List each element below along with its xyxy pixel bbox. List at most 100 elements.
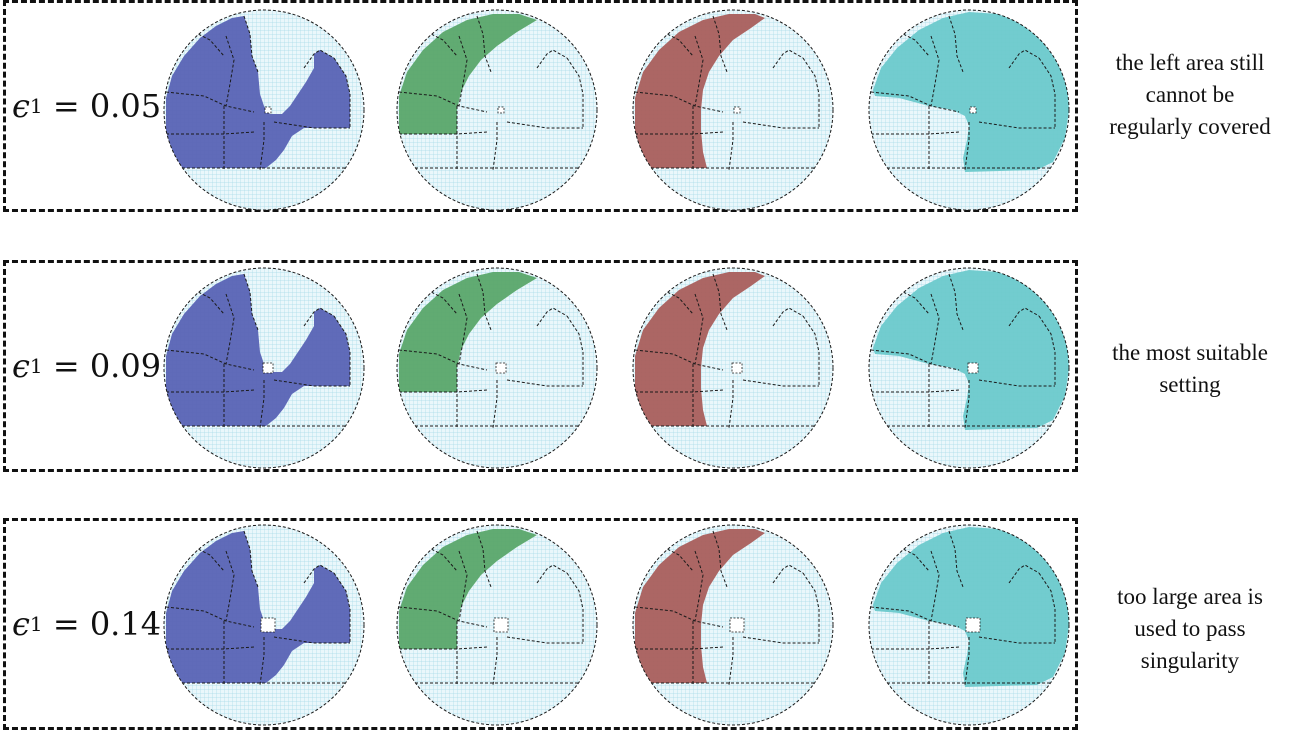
region-boundary [458, 293, 468, 365]
region-boundary [1038, 57, 1056, 128]
diagram-row1-green-region [394, 7, 600, 213]
region-boundary [333, 315, 351, 386]
region-boundary [772, 49, 804, 69]
red-region [635, 272, 765, 426]
green-region [399, 272, 537, 392]
region-boundary [426, 289, 458, 315]
epsilon-subscript: 1 [29, 612, 43, 636]
mesh-diagram [396, 267, 598, 469]
region-boundary [193, 31, 225, 57]
region-boundary [694, 35, 704, 107]
epsilon-symbol: ϵ [12, 87, 30, 125]
region-boundary [243, 15, 259, 73]
region-boundary [964, 637, 970, 686]
domain-boundary [632, 9, 834, 211]
region-boundary [930, 35, 940, 107]
mesh-diagram [868, 9, 1070, 211]
region-boundary [492, 637, 498, 686]
diagram-row3-red-region [630, 522, 836, 728]
region-boundary [259, 380, 265, 429]
region-boundary [728, 122, 734, 171]
region-boundary [978, 636, 1055, 644]
singularity-marker [495, 362, 507, 374]
region-boundary [694, 293, 704, 365]
cyan-region [873, 527, 1069, 687]
note-line: setting [1159, 372, 1221, 397]
diagram-row2-green-region [394, 265, 600, 471]
domain-boundary [632, 524, 834, 726]
region-boundary [964, 122, 970, 171]
region-boundary [165, 349, 255, 371]
region-boundary [476, 530, 492, 588]
region-boundary [476, 15, 492, 73]
diagram-row3-cyan-region [866, 522, 1072, 728]
cyan-region [873, 270, 1069, 430]
domain-boundary [163, 267, 365, 469]
mesh-diagram [632, 9, 834, 211]
singularity-marker [262, 362, 274, 374]
region-boundary [536, 564, 568, 584]
region-boundary [492, 380, 498, 429]
domain-boundary [396, 524, 598, 726]
note-row-3: too large area is used to pass singulari… [1090, 581, 1290, 677]
note-line: cannot be [1145, 82, 1235, 107]
region-boundary [898, 289, 930, 315]
region-boundary [948, 530, 964, 588]
mesh-diagram [632, 524, 834, 726]
region-boundary [1008, 564, 1040, 584]
domain-boundary [868, 267, 1070, 469]
region-boundary [870, 349, 960, 371]
region-boundary [802, 572, 820, 643]
region-boundary [712, 273, 728, 331]
epsilon-value: 0.14 [89, 605, 162, 643]
region-boundary [398, 606, 488, 628]
singularity-marker [729, 617, 745, 633]
diagram-row2-cyan-region [866, 265, 1072, 471]
diagram-row1-blue-region [161, 7, 367, 213]
note-row-2: the most suitable setting [1090, 337, 1290, 401]
note-line: too large area is [1117, 584, 1263, 609]
equals-sign: = [52, 605, 80, 643]
region-boundary [333, 572, 351, 643]
note-line: singularity [1140, 648, 1240, 673]
region-boundary [536, 49, 568, 69]
region-boundary [303, 49, 335, 69]
mesh-diagram [163, 267, 365, 469]
blue-region [166, 274, 350, 426]
region-boundary [476, 273, 492, 331]
region-boundary [772, 564, 804, 584]
mesh-diagram [396, 9, 598, 211]
note-line: the left area still [1115, 50, 1265, 75]
epsilon-value: 0.09 [89, 347, 162, 385]
epsilon-subscript: 1 [29, 354, 43, 378]
region-boundary [870, 606, 960, 628]
region-boundary [712, 530, 728, 588]
mesh-diagram [163, 524, 365, 726]
region-boundary [259, 637, 265, 686]
region-boundary [1038, 315, 1056, 386]
region-boundary [978, 379, 1055, 387]
singularity-marker [497, 106, 505, 114]
mesh-diagram [396, 524, 598, 726]
epsilon-subscript: 1 [29, 94, 43, 118]
region-boundary [536, 307, 568, 327]
singularity-marker [731, 362, 743, 374]
equals-sign: = [52, 347, 80, 385]
blue-region [166, 531, 350, 683]
domain-boundary [632, 267, 834, 469]
region-boundary [303, 564, 335, 584]
region-boundary [728, 637, 734, 686]
region-boundary [566, 57, 584, 128]
singularity-marker [967, 362, 979, 374]
region-boundary [458, 35, 468, 107]
region-boundary [870, 91, 960, 113]
region-boundary [772, 307, 804, 327]
region-boundary [273, 636, 350, 644]
diagram-row3-green-region [394, 522, 600, 728]
region-boundary [506, 379, 583, 387]
region-boundary [1008, 307, 1040, 327]
